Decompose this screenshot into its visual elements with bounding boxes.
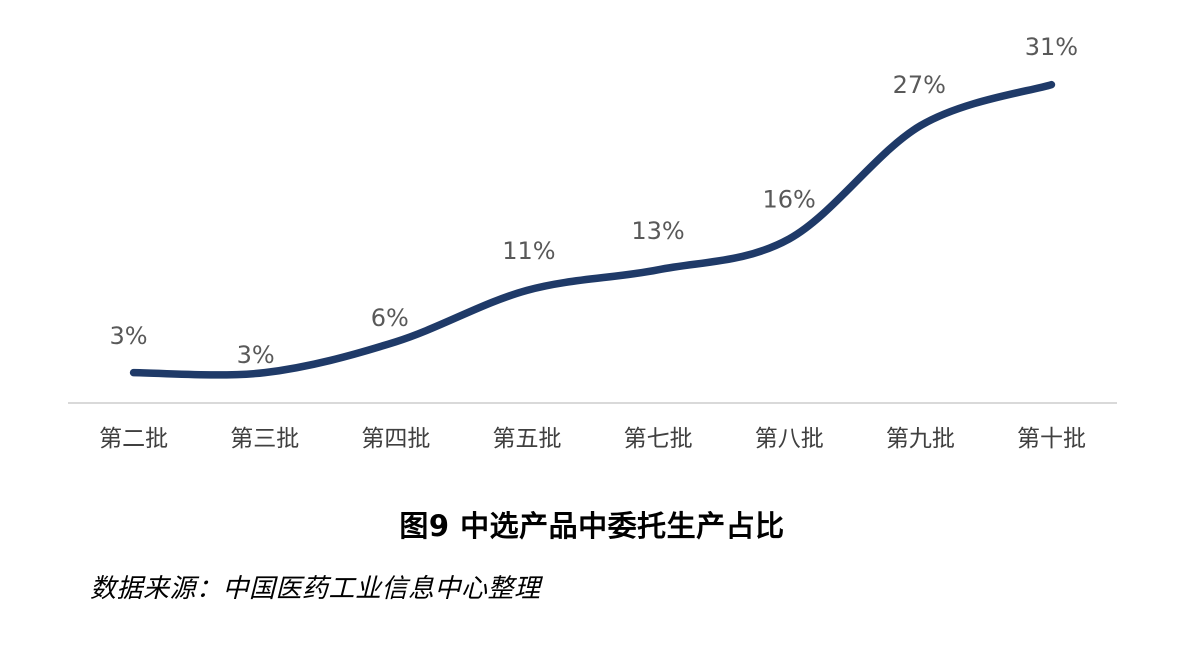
x-axis-label: 第五批 [492, 426, 561, 452]
x-axis-label: 第三批 [230, 426, 299, 452]
data-label: 31% [1025, 33, 1078, 61]
data-label: 11% [502, 237, 555, 265]
x-axis-label: 第九批 [886, 426, 955, 452]
data-label: 13% [631, 217, 684, 245]
x-axis-label: 第八批 [755, 426, 824, 452]
x-axis-label: 第四批 [361, 426, 430, 452]
data-label: 6% [371, 304, 409, 332]
x-axis-label: 第十批 [1017, 426, 1086, 452]
data-label: 16% [763, 185, 816, 213]
data-label: 3% [110, 322, 148, 350]
x-axis-label: 第七批 [624, 426, 693, 452]
line-chart: 3% 3% 6% 11% 13% 16% 27% 31% 第二批 第三批 第四批 第五批 第七批 第八批 第… [68, 33, 1117, 452]
data-label: 3% [237, 341, 275, 369]
chart-title: 图9 中选产品中委托生产占比 [399, 509, 785, 543]
x-axis-label: 第二批 [99, 426, 168, 452]
series-line [129, 80, 1056, 379]
data-label: 27% [893, 71, 946, 99]
data-source-note: 数据来源：中国医药工业信息中心整理 [90, 574, 541, 604]
